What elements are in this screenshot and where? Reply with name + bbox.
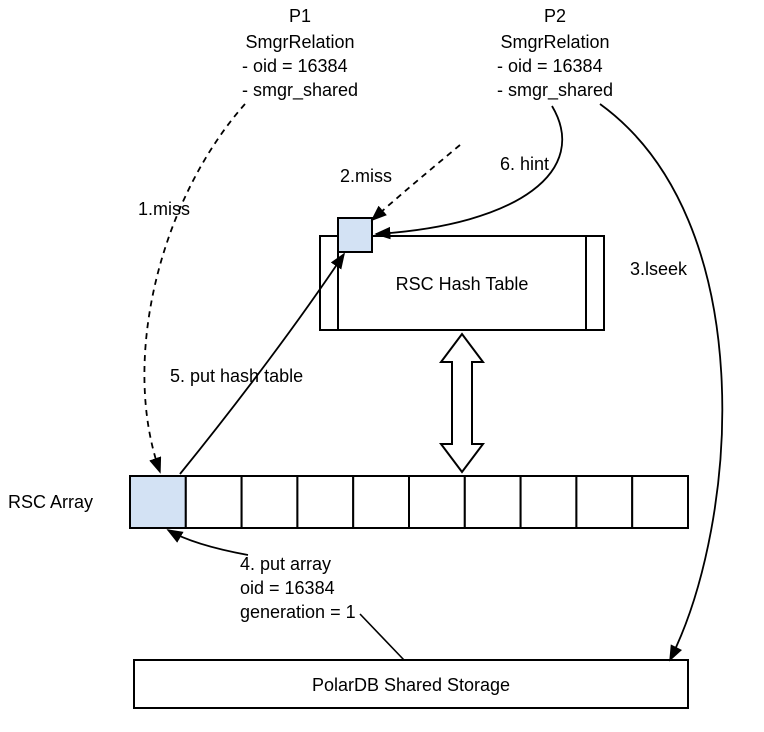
rsc-array-cell <box>353 476 409 528</box>
hash-table-highlight-cell <box>338 218 372 252</box>
edge-lseek-label: 3.lseek <box>630 259 688 279</box>
p2-field-oid: - oid = 16384 <box>497 56 603 76</box>
edge-put-array <box>168 530 248 555</box>
p1-struct: SmgrRelation <box>245 32 354 52</box>
p1-title: P1 <box>289 6 311 26</box>
edge-hint-label: 6. hint <box>500 154 549 174</box>
put-array-line3: generation = 1 <box>240 602 356 622</box>
rsc-array-cell <box>632 476 688 528</box>
rsc-array-cell <box>409 476 465 528</box>
edge-lseek <box>600 104 722 660</box>
edge-miss1 <box>144 104 245 472</box>
rsc-array-highlight-cell <box>130 476 186 528</box>
p2-struct: SmgrRelation <box>500 32 609 52</box>
p2-field-smgr: - smgr_shared <box>497 80 613 101</box>
p2-title: P2 <box>544 6 566 26</box>
p1-field-oid: - oid = 16384 <box>242 56 348 76</box>
put-array-line2: oid = 16384 <box>240 578 335 598</box>
rsc-array-label: RSC Array <box>8 492 93 512</box>
hash-table-label: RSC Hash Table <box>396 274 529 294</box>
rsc-array-cell <box>465 476 521 528</box>
edge-miss1-label: 1.miss <box>138 199 190 219</box>
rsc-array-cell <box>297 476 353 528</box>
bidirectional-arrow <box>441 334 483 472</box>
edge-miss2-label: 2.miss <box>340 166 392 186</box>
storage-label: PolarDB Shared Storage <box>312 675 510 695</box>
rsc-array-cell <box>242 476 298 528</box>
edge-generation-to-storage <box>360 614 404 660</box>
put-array-line1: 4. put array <box>240 554 331 574</box>
edge-put-hash-label: 5. put hash table <box>170 366 303 386</box>
rsc-array-cell <box>186 476 242 528</box>
p1-field-smgr: - smgr_shared <box>242 80 358 101</box>
rsc-array-cell <box>521 476 577 528</box>
rsc-array-cell <box>576 476 632 528</box>
